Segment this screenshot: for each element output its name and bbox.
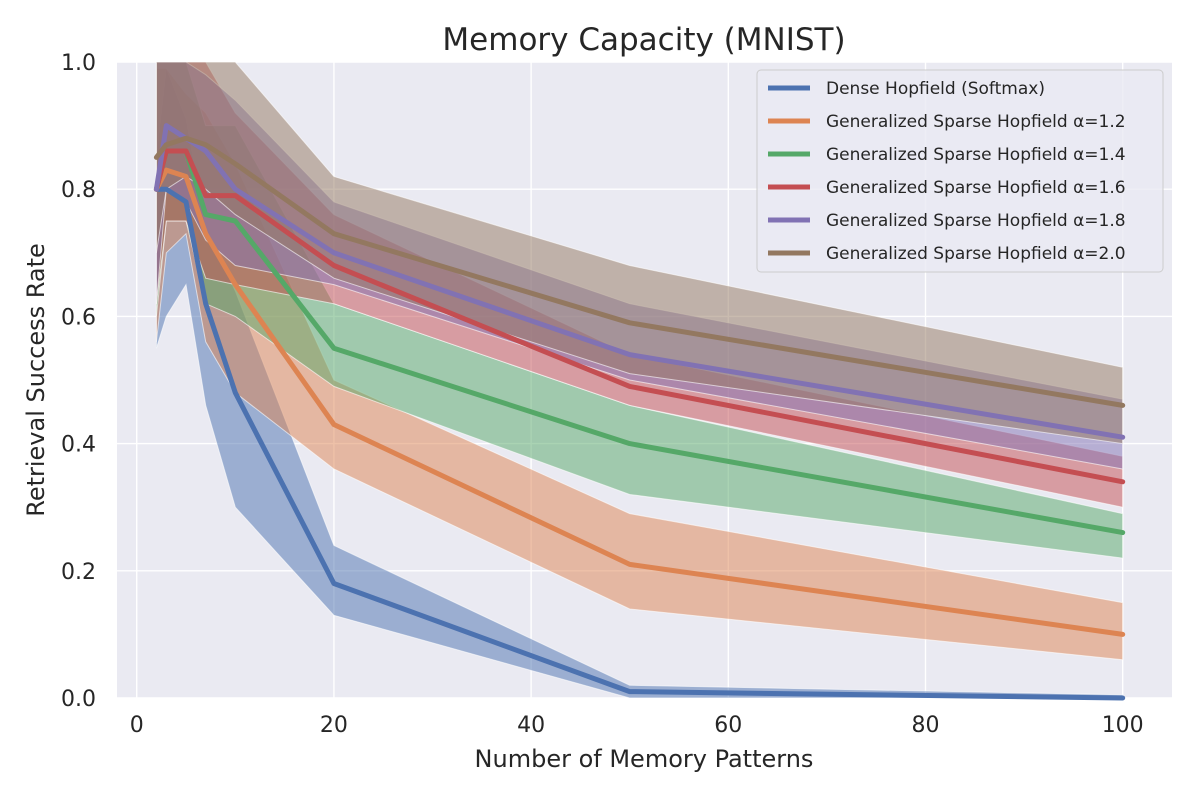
series-lines (153, 123, 1126, 701)
legend-label-1: Generalized Sparse Hopfield α=1.2 (826, 112, 1126, 132)
y-tick-label: 0.4 (61, 433, 96, 458)
legend-label-3: Generalized Sparse Hopfield α=1.6 (826, 178, 1126, 198)
y-tick-label: 0.6 (61, 305, 96, 330)
series-line-0 (153, 186, 1126, 701)
legend: Dense Hopfield (Softmax) Generalized Spar… (756, 69, 1164, 273)
y-tick-label: 1.0 (61, 51, 96, 76)
y-tick-label: 0.0 (61, 687, 96, 712)
y-axis-ticks: 0.0 0.2 0.4 0.6 0.8 1.0 (61, 51, 96, 712)
x-axis-label: Number of Memory Patterns (475, 745, 814, 773)
x-tick-label: 20 (320, 713, 348, 738)
series-line-4 (153, 123, 1126, 440)
x-tick-label: 60 (714, 713, 742, 738)
legend-label-2: Generalized Sparse Hopfield α=1.4 (826, 145, 1126, 165)
legend-box (756, 69, 1164, 273)
x-tick-label: 0 (130, 713, 144, 738)
legend-label-5: Generalized Sparse Hopfield α=2.0 (826, 244, 1126, 264)
confidence-band-5 (155, 61, 1124, 445)
series-line-3 (153, 148, 1126, 485)
y-tick-label: 0.2 (61, 560, 96, 585)
x-tick-label: 100 (1102, 713, 1144, 738)
series-line-1 (153, 167, 1126, 637)
x-tick-label: 80 (912, 713, 940, 738)
y-axis-label: Retrieval Success Rate (22, 243, 50, 517)
y-tick-label: 0.8 (61, 178, 96, 203)
chart-title: Memory Capacity (MNIST) (442, 22, 845, 58)
legend-label-0: Dense Hopfield (Softmax) (826, 79, 1045, 99)
legend-label-4: Generalized Sparse Hopfield α=1.8 (826, 211, 1126, 231)
x-axis-ticks: 0 20 40 60 80 100 (130, 713, 1144, 738)
series-line-5 (153, 135, 1126, 408)
x-tick-label: 40 (517, 713, 545, 738)
